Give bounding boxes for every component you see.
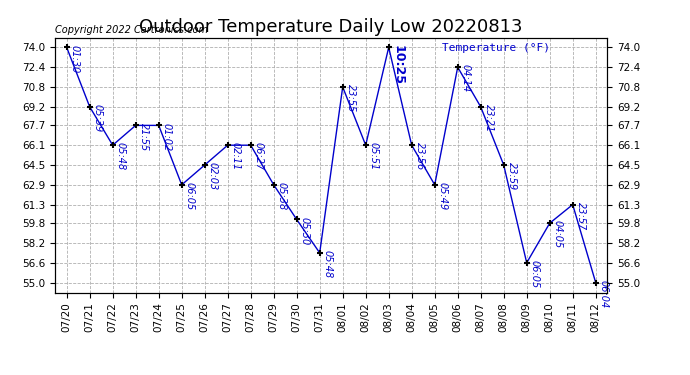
Text: 04:05: 04:05: [553, 220, 562, 249]
Title: Outdoor Temperature Daily Low 20220813: Outdoor Temperature Daily Low 20220813: [139, 18, 523, 36]
Text: 02:03: 02:03: [208, 162, 217, 190]
Text: 23:55: 23:55: [346, 84, 355, 112]
Text: 05:30: 05:30: [299, 217, 310, 245]
Text: 23:57: 23:57: [575, 202, 586, 230]
Text: 23:56: 23:56: [415, 142, 424, 171]
Text: 21:55: 21:55: [139, 123, 148, 151]
Text: 10:25: 10:25: [391, 45, 404, 85]
Text: 06:27: 06:27: [253, 142, 264, 171]
Text: 05:48: 05:48: [115, 142, 126, 171]
Text: 05:39: 05:39: [92, 104, 103, 132]
Text: 06:05: 06:05: [529, 260, 540, 288]
Text: 05:51: 05:51: [368, 142, 379, 171]
Text: Temperature (°F): Temperature (°F): [442, 43, 550, 52]
Text: 05:49: 05:49: [437, 182, 448, 210]
Text: 01:30: 01:30: [70, 45, 79, 73]
Text: Copyright 2022 Cartronics.com: Copyright 2022 Cartronics.com: [55, 25, 208, 35]
Text: 04:14: 04:14: [460, 64, 471, 93]
Text: 05:48: 05:48: [322, 250, 333, 278]
Text: 23:59: 23:59: [506, 162, 517, 190]
Text: 06:04: 06:04: [598, 280, 609, 308]
Text: 23:21: 23:21: [484, 104, 493, 132]
Text: 05:38: 05:38: [277, 182, 286, 210]
Text: 01:02: 01:02: [161, 123, 172, 151]
Text: 06:05: 06:05: [184, 182, 195, 210]
Text: 02:11: 02:11: [230, 142, 241, 171]
